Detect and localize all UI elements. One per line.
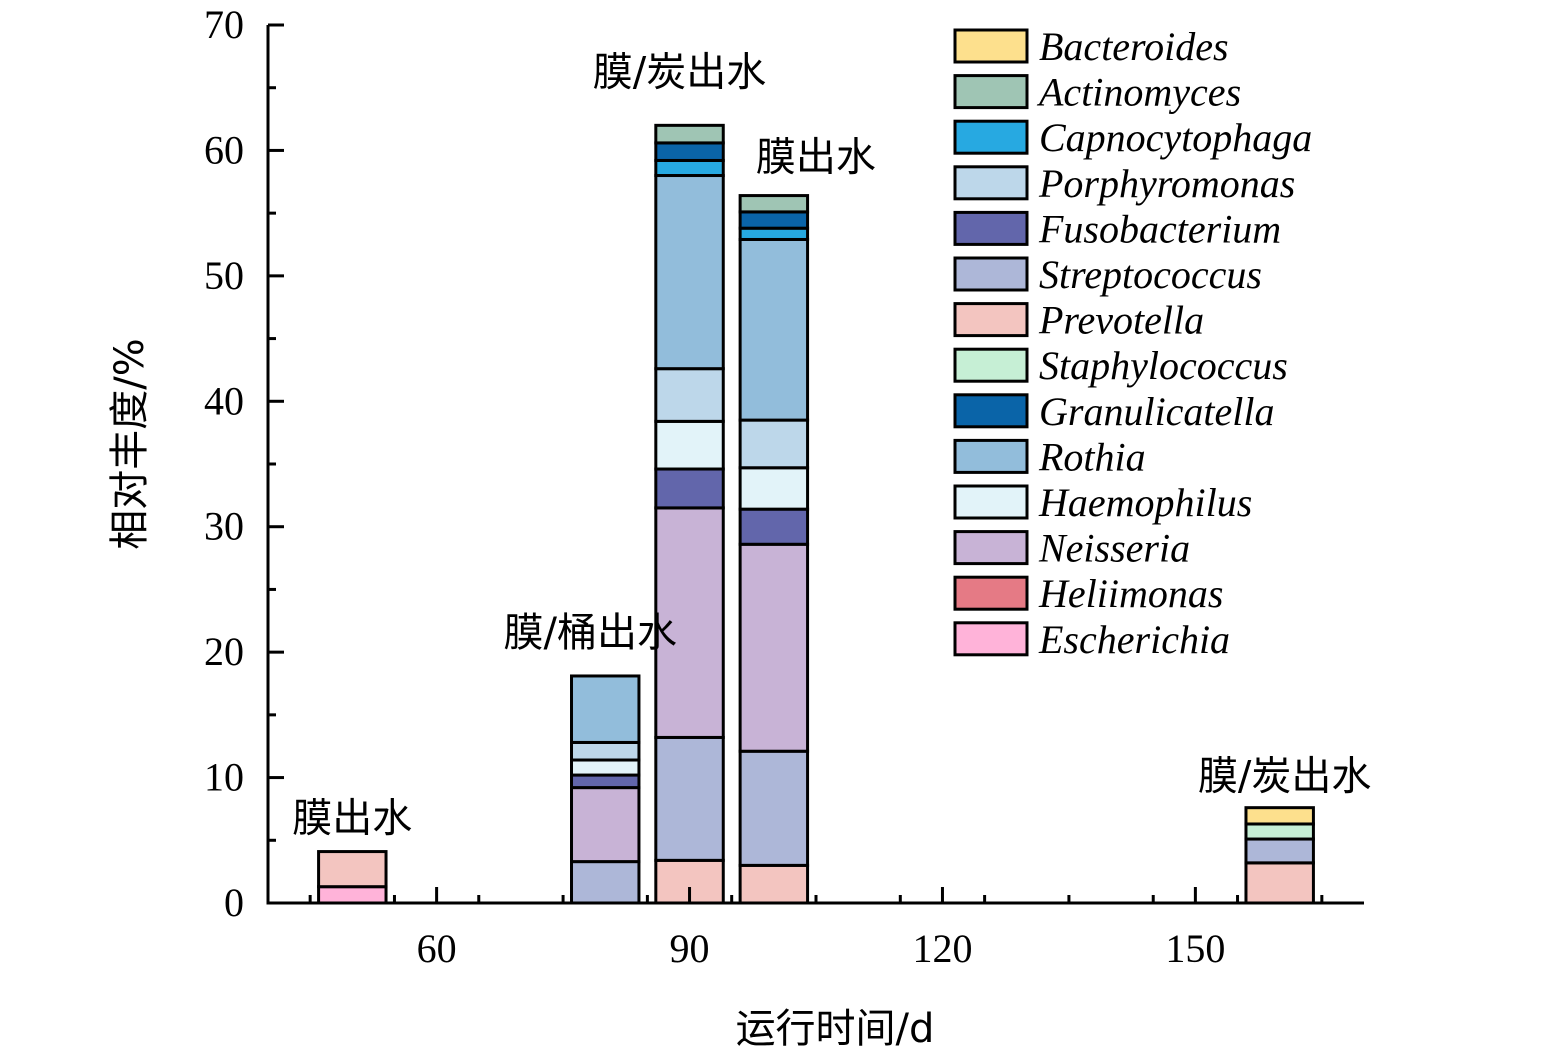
bar-segment-neisseria [570, 786, 641, 864]
legend-label: Staphylococcus [1039, 343, 1288, 388]
legend-swatch [953, 393, 1029, 429]
legend-swatch [953, 256, 1029, 292]
legend-label: Heliimonas [1038, 571, 1223, 616]
bar-annotation: 膜出水 [756, 135, 876, 181]
legend-label: Escherichia [1038, 617, 1230, 662]
bar-annotation: 膜/桶出水 [503, 610, 676, 656]
bar-segment-streptococcus [738, 749, 810, 867]
bar-segment-bacteroides [1244, 806, 1315, 826]
bar-segment-granulicatella [738, 210, 810, 230]
legend-label: Granulicatella [1039, 389, 1275, 434]
y-tick-label: 0 [224, 880, 244, 925]
legend-label: Capnocytophaga [1039, 115, 1312, 160]
bar-segment-porphyromonas [570, 740, 641, 762]
bar-annotation: 膜出水 [292, 796, 412, 842]
bars-group [317, 123, 1315, 905]
bar-segment-haemophilus [570, 758, 641, 777]
legend-swatch [953, 74, 1029, 110]
y-tick-label: 70 [204, 2, 244, 47]
legend-label: Fusobacterium [1038, 206, 1281, 251]
bar-segment-escherichia [317, 885, 388, 905]
bar-annotation: 膜/炭出水 [1198, 754, 1371, 800]
legend-label: Prevotella [1038, 298, 1204, 343]
legend: BacteroidesActinomycesCapnocytophagaPorp… [953, 24, 1312, 662]
legend-swatch [953, 302, 1029, 338]
bar-segment-porphyromonas [654, 367, 725, 423]
legend-swatch [953, 28, 1029, 64]
y-tick-label: 30 [204, 504, 244, 549]
y-tick-label: 20 [204, 629, 244, 674]
bar-segment-rothia [654, 174, 725, 371]
x-tick-label: 90 [670, 926, 710, 971]
legend-swatch [953, 210, 1029, 246]
legend-swatch [953, 621, 1029, 657]
bar-segment-rothia [570, 674, 641, 744]
x-tick-label: 120 [912, 926, 972, 971]
bar-segment-porphyromonas [738, 418, 810, 470]
legend-swatch [953, 530, 1029, 566]
bar-segment-staphylococcus [1244, 822, 1315, 841]
legend-label: Neisseria [1038, 526, 1190, 571]
bar-segment-neisseria [738, 542, 810, 753]
bar-segment-fusobacterium [570, 773, 641, 790]
bar-segment-neisseria [654, 506, 725, 739]
bar-segment-capnocytophaga [738, 226, 810, 241]
legend-label: Porphyromonas [1038, 161, 1295, 206]
y-tick-label: 40 [204, 378, 244, 423]
legend-swatch [953, 484, 1029, 520]
legend-label: Haemophilus [1038, 480, 1252, 525]
y-tick-label: 60 [204, 127, 244, 172]
bar-segment-capnocytophaga [654, 158, 725, 178]
bar-segment-streptococcus [570, 860, 641, 905]
bar-segment-fusobacterium [654, 467, 725, 510]
y-tick-label: 50 [204, 253, 244, 298]
y-axis-title: 相对丰度/% [107, 338, 153, 549]
bar-segment-actinomyces [738, 194, 810, 214]
legend-swatch [953, 575, 1029, 611]
bar-segment-prevotella [738, 863, 810, 905]
legend-label: Streptococcus [1039, 252, 1262, 297]
bar-segment-fusobacterium [738, 507, 810, 546]
bar-segment-prevotella [1244, 861, 1315, 905]
legend-label: Actinomyces [1036, 70, 1241, 115]
bar-segment-actinomyces [654, 123, 725, 145]
legend-swatch [953, 347, 1029, 383]
x-tick-label: 60 [417, 926, 457, 971]
legend-swatch [953, 165, 1029, 201]
bar-segment-granulicatella [654, 141, 725, 162]
x-tick-label: 150 [1165, 926, 1225, 971]
bar-segment-streptococcus [654, 735, 725, 862]
y-tick-label: 10 [204, 755, 244, 800]
bar-segment-streptococcus [1244, 837, 1315, 865]
legend-swatch [953, 119, 1029, 155]
bar-segment-haemophilus [738, 466, 810, 511]
legend-swatch [953, 438, 1029, 474]
bar-segment-prevotella [317, 850, 388, 889]
bar-annotation: 膜/炭出水 [593, 49, 766, 95]
bar-segment-rothia [738, 237, 810, 422]
legend-label: Rothia [1038, 434, 1146, 479]
bar-segment-haemophilus [654, 419, 725, 471]
x-axis-title: 运行时间/d [736, 1006, 935, 1052]
legend-label: Bacteroides [1039, 24, 1229, 69]
axes-group: 0 10 20 30 40 50 60 70 60 90 120 150 [204, 2, 1364, 971]
